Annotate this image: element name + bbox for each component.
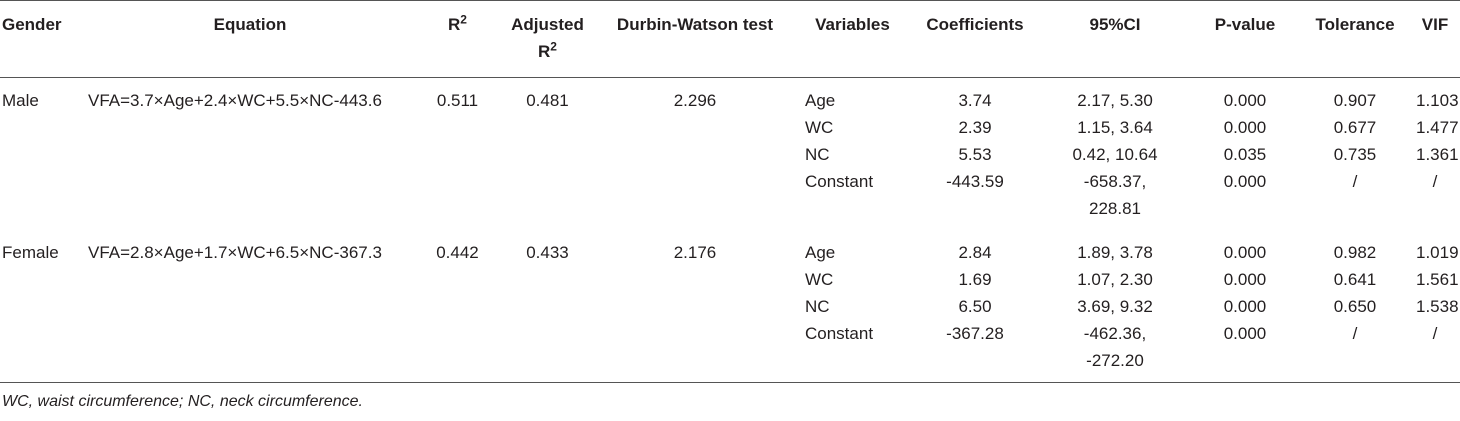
data-cell: 2.84 [958, 243, 992, 262]
data-cell: 3.74 [958, 91, 992, 110]
data-cell: 1.477 [1416, 118, 1459, 137]
gender-cell: Female [2, 243, 59, 262]
data-cell: 0.641 [1333, 270, 1377, 289]
header-row: Gender Equation R2 Adjusted R2 Durbin-Watson… [0, 0, 1460, 78]
data-cell: -462.36, -272.20 [1083, 324, 1147, 370]
data-cell: 0.42, 10.64 [1072, 145, 1158, 164]
data-cell: 0.000 [1223, 118, 1267, 137]
header-cell: 95%CI [1040, 0, 1190, 78]
data-cell: NC [805, 145, 830, 164]
header-text: Equation [213, 15, 287, 34]
header-cell: Variables [795, 0, 910, 78]
table-row: NC 6.50 3.69, 9.32 0.000 0.650 1.538 [0, 293, 1460, 320]
durbin-watson-cell: 2.296 [673, 91, 717, 110]
table-row: Female VFA=2.8×Age+1.7×WC+6.5×NC-367.3 0.4… [0, 230, 1460, 266]
header-cell: R2 [415, 0, 500, 78]
footnote: WC, waist circumference; NC, neck circum… [2, 393, 363, 410]
data-cell: -443.59 [946, 172, 1004, 191]
data-cell: 1.89, 3.78 [1077, 243, 1153, 262]
data-cell: 0.000 [1223, 297, 1267, 316]
data-cell: 1.07, 2.30 [1077, 270, 1153, 289]
adjusted-r2-cell: 0.433 [526, 243, 569, 262]
header-cell: Adjusted R2 [500, 0, 595, 78]
data-cell: 6.50 [958, 297, 992, 316]
data-cell: 1.15, 3.64 [1077, 118, 1153, 137]
gender-cell: Male [2, 91, 39, 110]
table-row: Constant -443.59 -658.37, 228.81 0.000 / / [0, 168, 1460, 230]
data-cell: 1.361 [1416, 145, 1459, 164]
table-row: WC 1.69 1.07, 2.30 0.000 0.641 1.561 [0, 266, 1460, 293]
data-cell: 5.53 [958, 145, 992, 164]
data-cell: -367.28 [946, 324, 1004, 343]
data-cell: 1.019 [1416, 243, 1459, 262]
data-cell: NC [805, 297, 830, 316]
data-cell: 1.561 [1416, 270, 1459, 289]
header-text: R [448, 15, 461, 34]
header-text: VIF [1421, 15, 1449, 34]
data-cell: 1.538 [1416, 297, 1459, 316]
header-cell: Coefficients [910, 0, 1040, 78]
header-text: P-value [1214, 15, 1276, 34]
table-row: NC 5.53 0.42, 10.64 0.035 0.735 1.361 [0, 141, 1460, 168]
data-cell: 2.17, 5.30 [1077, 91, 1153, 110]
data-cell: 0.000 [1223, 91, 1267, 110]
header-text: Coefficients [926, 15, 1024, 34]
data-cell: Constant [805, 324, 874, 343]
data-cell: / [1432, 172, 1438, 191]
durbin-watson-cell: 2.176 [673, 243, 717, 262]
table-row: Male VFA=3.7×Age+2.4×WC+5.5×NC-443.6 0.511… [0, 78, 1460, 115]
regression-table: Gender Equation R2 Adjusted R2 Durbin-Watson… [0, 0, 1460, 383]
header-cell: Gender [0, 0, 85, 78]
page: Gender Equation R2 Adjusted R2 Durbin-Watson… [0, 0, 1460, 410]
data-cell: -658.37, 228.81 [1083, 172, 1147, 218]
table-body: Male VFA=3.7×Age+2.4×WC+5.5×NC-443.6 0.511… [0, 78, 1460, 383]
header-cell: Durbin-Watson test [595, 0, 795, 78]
r2-cell: 0.511 [436, 91, 479, 110]
adjusted-r2-cell: 0.481 [526, 91, 569, 110]
data-cell: 0.907 [1333, 91, 1377, 110]
data-cell: 0.000 [1223, 324, 1267, 343]
data-cell: / [1352, 324, 1358, 343]
table-row: Constant -367.28 -462.36, -272.20 0.000 / / [0, 320, 1460, 383]
data-cell: 0.035 [1223, 145, 1267, 164]
data-cell: 0.650 [1333, 297, 1377, 316]
header-text: Tolerance [1315, 15, 1395, 34]
header-cell: Tolerance [1300, 0, 1410, 78]
header-text: Adjusted R [511, 15, 584, 61]
data-cell: WC [805, 118, 834, 137]
header-cell: VIF [1410, 0, 1460, 78]
data-cell: / [1352, 172, 1358, 191]
equation-cell: VFA=3.7×Age+2.4×WC+5.5×NC-443.6 [88, 91, 382, 110]
header-superscript: 2 [460, 12, 467, 27]
data-cell: 0.677 [1333, 118, 1377, 137]
header-superscript: 2 [550, 39, 557, 54]
header-cell: Equation [85, 0, 415, 78]
data-cell: 0.000 [1223, 243, 1267, 262]
data-cell: 1.69 [958, 270, 992, 289]
data-cell: 3.69, 9.32 [1077, 297, 1153, 316]
data-cell: 0.000 [1223, 172, 1267, 191]
r2-cell: 0.442 [436, 243, 479, 262]
header-text: 95%CI [1089, 15, 1141, 34]
data-cell: Age [805, 91, 836, 110]
data-cell: 0.000 [1223, 270, 1267, 289]
header-cell: P-value [1190, 0, 1300, 78]
data-cell: WC [805, 270, 834, 289]
header-text: Durbin-Watson test [616, 15, 774, 34]
data-cell: 1.103 [1416, 91, 1459, 110]
equation-cell: VFA=2.8×Age+1.7×WC+6.5×NC-367.3 [88, 243, 382, 262]
header-text: Gender [2, 15, 62, 34]
data-cell: Age [805, 243, 836, 262]
data-cell: 2.39 [958, 118, 992, 137]
data-cell: 0.735 [1333, 145, 1377, 164]
data-cell: / [1432, 324, 1438, 343]
header-text: Variables [815, 15, 890, 34]
data-cell: 0.982 [1333, 243, 1377, 262]
table-row: WC 2.39 1.15, 3.64 0.000 0.677 1.477 [0, 114, 1460, 141]
data-cell: Constant [805, 172, 874, 191]
